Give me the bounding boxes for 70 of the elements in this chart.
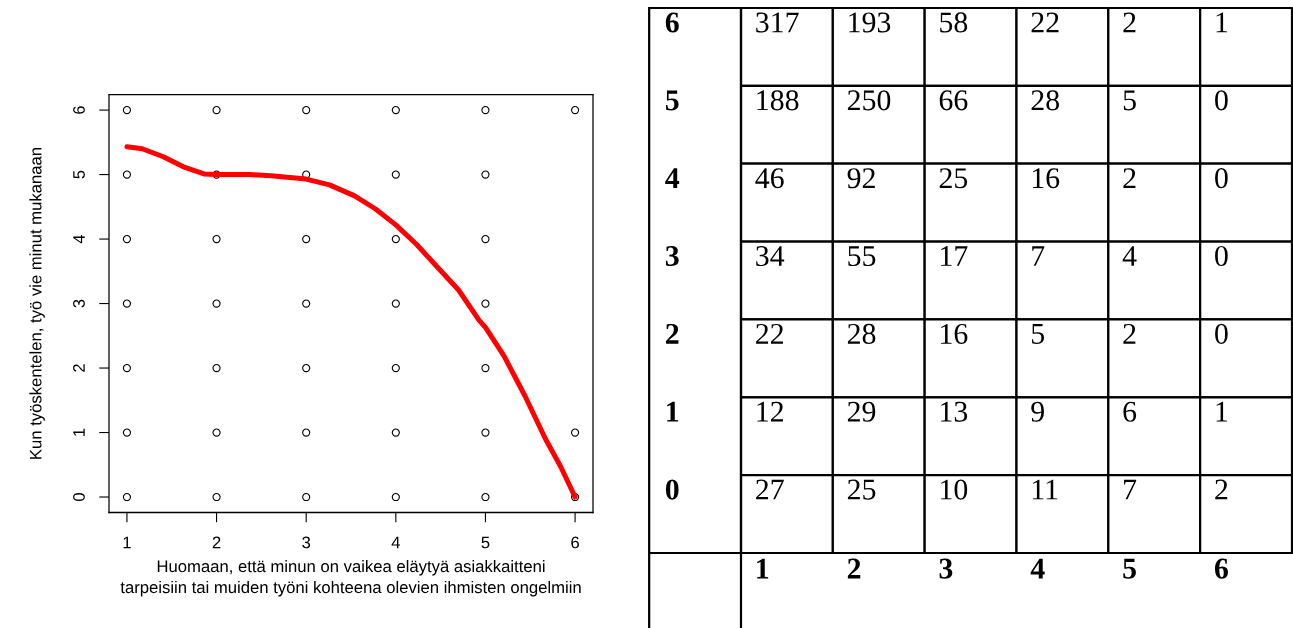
data-label: 1 [1216, 401, 1228, 422]
x-tick-label: 1 [757, 558, 769, 579]
data-label: 55 [848, 246, 876, 267]
data-label: 13 [941, 401, 968, 422]
x-tick-label: 2 [212, 536, 221, 549]
x-tick-label: 5 [1123, 558, 1136, 579]
data-label: 0 [1215, 168, 1228, 189]
x-tick-label: 5 [481, 536, 490, 549]
data-label: 193 [849, 12, 891, 33]
data-label: 25 [939, 168, 968, 189]
y-tick-label: 5 [73, 170, 85, 179]
y-tick-label: 5 [665, 90, 679, 111]
x-tick-label: 6 [571, 536, 579, 549]
data-label: 9 [1031, 401, 1044, 422]
data-label: 2 [1215, 479, 1228, 500]
y-tick-label: 3 [665, 246, 679, 267]
data-label: 2 [1123, 323, 1136, 344]
y-tick-label: 3 [73, 299, 85, 308]
x-tick-label: 3 [939, 558, 953, 579]
data-label: 5 [1123, 90, 1136, 111]
data-label: 7 [1124, 479, 1137, 500]
x-tick-label: 2 [847, 558, 861, 579]
data-label: 7 [1032, 246, 1045, 266]
data-label: 5 [1032, 324, 1045, 344]
data-label: 2 [1123, 168, 1136, 188]
data-label: 11 [1032, 479, 1058, 500]
data-label: 12 [757, 401, 783, 422]
data-label: 34 [756, 246, 785, 267]
data-label: 27 [756, 479, 784, 500]
data-label: 16 [1032, 168, 1060, 189]
y-axis-title: Kun työskentelen, työ vie minut mukanaan [29, 148, 45, 459]
data-label: 1 [1216, 12, 1228, 33]
y-tick-label: 6 [73, 106, 85, 114]
data-label: 250 [847, 90, 891, 111]
data-label: 16 [941, 323, 968, 344]
data-label: 22 [1031, 12, 1059, 33]
data-label: 29 [847, 401, 876, 422]
data-label: 0 [1215, 323, 1228, 344]
x-tick-label: 6 [1214, 558, 1228, 579]
y-tick-label: 1 [667, 401, 679, 422]
y-tick-label: 4 [73, 234, 85, 244]
y-tick-label: 4 [665, 168, 680, 188]
x-tick-label: 1 [123, 536, 131, 549]
data-label: 17 [941, 246, 968, 266]
data-label: 28 [1031, 90, 1059, 111]
data-label: 92 [847, 168, 875, 189]
data-label: 0 [1215, 90, 1228, 111]
data-label: 0 [1215, 245, 1228, 267]
x-tick-label: 3 [302, 536, 311, 549]
data-label: 4 [1122, 246, 1137, 266]
x-axis-title: Huomaan, että minun on vaikea eläytyä asiakkaitteni tarpeisiin tai muiden työni kohteena olevien ihmisten ongelmiin [120, 559, 581, 597]
data-label: 46 [755, 168, 784, 189]
x-tick-label: 4 [391, 536, 400, 549]
data-label: 25 [847, 479, 876, 500]
y-tick-label: 0 [73, 493, 85, 502]
data-label: 66 [939, 90, 968, 111]
data-label: 28 [847, 323, 876, 344]
y-tick-label: 6 [665, 12, 679, 33]
data-label: 22 [756, 323, 783, 344]
y-tick-label: 2 [666, 323, 679, 344]
y-tick-label: 2 [73, 364, 85, 372]
data-label: 188 [757, 90, 799, 111]
y-tick-label: 0 [665, 479, 679, 500]
data-label: 2 [1123, 12, 1136, 33]
x-tick-label: 4 [1030, 558, 1045, 579]
data-label: 317 [756, 12, 799, 33]
data-label: 58 [940, 12, 968, 33]
y-tick-label: 1 [73, 428, 85, 436]
data-label: 10 [941, 479, 968, 500]
data-label: 6 [1123, 401, 1137, 422]
